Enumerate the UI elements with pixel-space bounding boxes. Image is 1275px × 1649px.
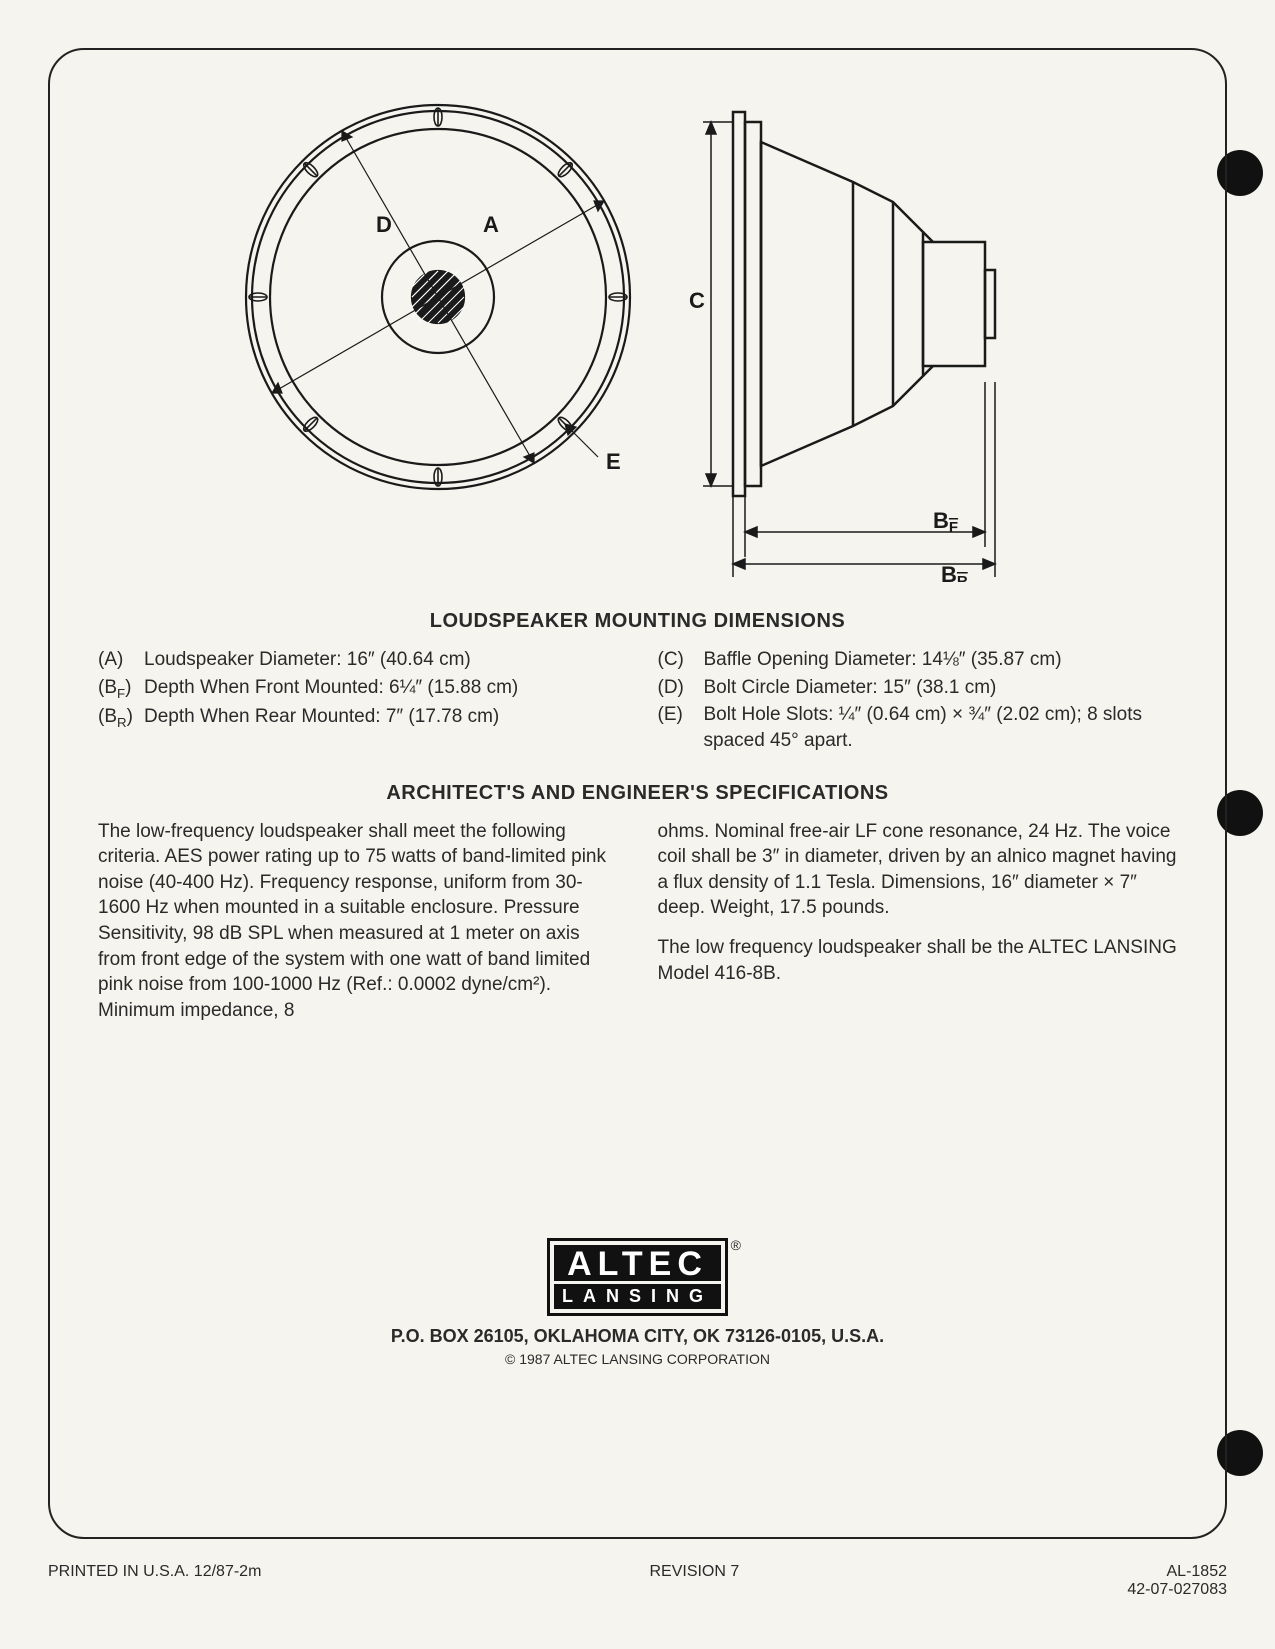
- dim-key: (D): [658, 675, 704, 701]
- dim-text: Baffle Opening Diameter: 14⅛″ (35.87 cm): [704, 647, 1062, 673]
- diagram-label-d: D: [376, 212, 392, 237]
- dim-text: Bolt Hole Slots: ¼″ (0.64 cm) × ¾″ (2.02…: [704, 702, 1178, 753]
- dim-row: (D) Bolt Circle Diameter: 15″ (38.1 cm): [658, 675, 1178, 701]
- dim-key: (C): [658, 647, 704, 673]
- footer-right: AL-1852 42-07-027083: [1127, 1563, 1227, 1599]
- logo-text-top: ALTEC: [554, 1245, 721, 1281]
- speaker-front-diagram: A D E: [223, 82, 653, 512]
- dim-key: (BF): [98, 675, 144, 703]
- registered-mark: ®: [731, 1237, 741, 1253]
- diagram-label-br: BR: [941, 562, 968, 582]
- section-title-spec: ARCHITECT'S AND ENGINEER'S SPECIFICATION…: [98, 782, 1177, 805]
- spec-paragraph: The low-frequency loudspeaker shall meet…: [98, 819, 618, 1024]
- spec-paragraph: ohms. Nominal free-air LF cone resonance…: [658, 819, 1178, 922]
- dim-text: Loudspeaker Diameter: 16″ (40.64 cm): [144, 647, 471, 673]
- footer-left: PRINTED IN U.S.A. 12/87-2m: [48, 1563, 261, 1599]
- altec-logo: ® ALTEC LANSING: [547, 1238, 728, 1316]
- spec-columns: The low-frequency loudspeaker shall meet…: [98, 819, 1177, 1038]
- doc-number: AL-1852: [1167, 1563, 1228, 1580]
- footer-center: REVISION 7: [649, 1563, 739, 1599]
- dim-text: Bolt Circle Diameter: 15″ (38.1 cm): [704, 675, 997, 701]
- dim-text: Depth When Front Mounted: 6¼″ (15.88 cm): [144, 675, 518, 703]
- dim-key: (E): [658, 702, 704, 753]
- dim-row: (C) Baffle Opening Diameter: 14⅛″ (35.87…: [658, 647, 1178, 673]
- page-footer: PRINTED IN U.S.A. 12/87-2m REVISION 7 AL…: [48, 1563, 1227, 1599]
- logo-text-bottom: LANSING: [554, 1284, 721, 1309]
- dimensions-list: (A) Loudspeaker Diameter: 16″ (40.64 cm)…: [98, 647, 1177, 756]
- diagram-label-e: E: [606, 449, 621, 474]
- copyright-line: © 1987 ALTEC LANSING CORPORATION: [98, 1351, 1177, 1367]
- dim-text: Depth When Rear Mounted: 7″ (17.78 cm): [144, 704, 499, 732]
- logo-block: ® ALTEC LANSING P.O. BOX 26105, OKLAHOMA…: [98, 1238, 1177, 1367]
- diagram-row: A D E: [98, 82, 1177, 582]
- company-address: P.O. BOX 26105, OKLAHOMA CITY, OK 73126-…: [98, 1326, 1177, 1347]
- diagram-label-a: A: [483, 212, 499, 237]
- part-number: 42-07-027083: [1127, 1581, 1227, 1598]
- section-title-dimensions: LOUDSPEAKER MOUNTING DIMENSIONS: [98, 610, 1177, 633]
- dim-key: (A): [98, 647, 144, 673]
- dim-row: (A) Loudspeaker Diameter: 16″ (40.64 cm): [98, 647, 618, 673]
- dim-row: (BR) Depth When Rear Mounted: 7″ (17.78 …: [98, 704, 618, 732]
- dim-row: (E) Bolt Hole Slots: ¼″ (0.64 cm) × ¾″ (…: [658, 702, 1178, 753]
- spec-paragraph: The low frequency loudspeaker shall be t…: [658, 935, 1178, 986]
- speaker-side-diagram: C BF BR: [673, 82, 1053, 582]
- dim-key: (BR): [98, 704, 144, 732]
- dim-row: (BF) Depth When Front Mounted: 6¼″ (15.8…: [98, 675, 618, 703]
- page-frame: A D E: [48, 48, 1227, 1539]
- diagram-label-c: C: [689, 288, 705, 313]
- diagram-label-bf: BF: [933, 508, 958, 536]
